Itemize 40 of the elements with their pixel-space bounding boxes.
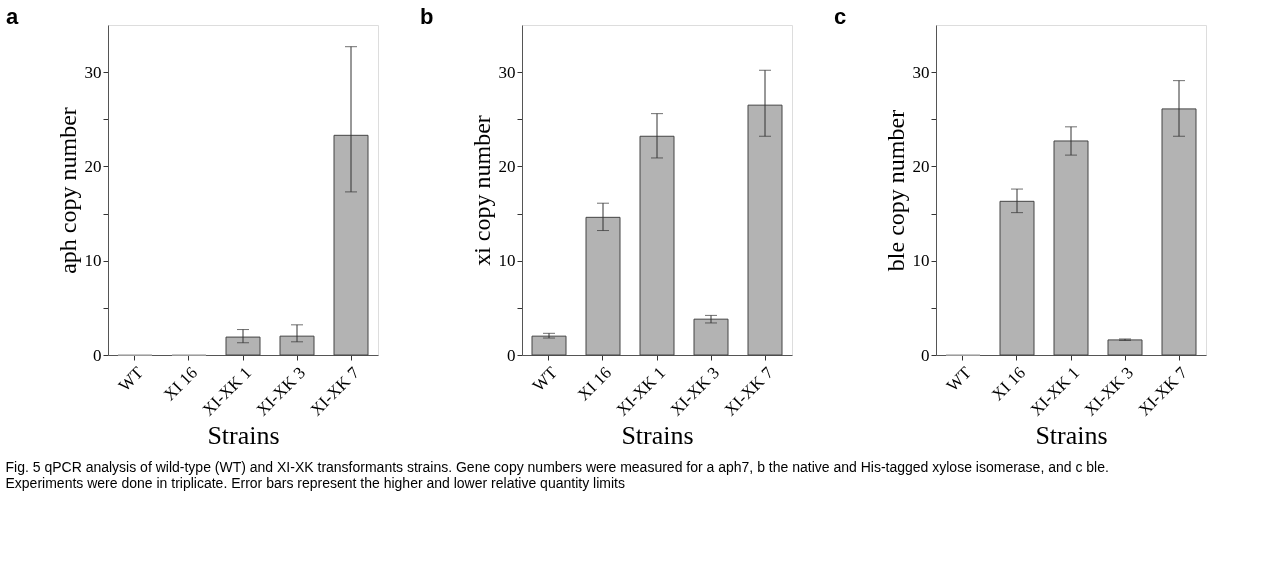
y-tick-label: 10 [912, 251, 930, 271]
bar [1107, 339, 1143, 356]
y-tick-label: 20 [498, 156, 516, 176]
y-tick-label: 20 [912, 156, 930, 176]
y-tick-label: 30 [84, 62, 102, 82]
caption: Fig. 5 qPCR analysis of wild-type (WT) and XI-XK transformants strains. Gene copy numbers were measured for a aph7, b the native and His-tagged xylose isomerase, and c ble. Experiments were done in triplicate. Error bars represent the higher and lower relative quantity limits [5, 458, 1109, 491]
bar [999, 200, 1035, 356]
y-tick-label: 0 [93, 345, 102, 365]
x-axis-title: Strains [621, 420, 694, 450]
chart-title: a [6, 4, 19, 29]
x-tick-label: WT [114, 362, 148, 396]
bar [693, 318, 729, 356]
bar [531, 335, 567, 356]
y-axis-title: xi copy number [468, 115, 495, 266]
bar [1053, 140, 1089, 356]
y-tick-label: 20 [84, 156, 102, 176]
y-tick-label: 0 [507, 345, 516, 365]
y-tick-label: 0 [921, 345, 930, 365]
y-tick-label: 30 [912, 62, 930, 82]
bar [639, 135, 675, 356]
chart-title: c [834, 4, 847, 29]
bar [333, 134, 369, 356]
bar [747, 104, 783, 356]
x-tick-label: WT [528, 362, 562, 396]
y-axis-title: ble copy number [882, 109, 909, 272]
x-tick-label: XI 16 [159, 363, 202, 405]
y-tick-label: 10 [84, 251, 102, 271]
x-tick-label: XI 16 [987, 363, 1030, 405]
x-axis-title: Strains [1035, 420, 1108, 450]
bar [225, 336, 261, 356]
y-tick-label: 10 [498, 251, 516, 271]
x-tick-label: XI 16 [573, 363, 616, 405]
x-axis-title: Strains [207, 420, 280, 450]
bar [585, 216, 621, 356]
bar [1161, 108, 1197, 356]
y-tick-label: 30 [498, 62, 516, 82]
y-axis-title: aph copy number [54, 107, 81, 274]
x-tick-label: WT [942, 362, 976, 396]
bar [279, 335, 315, 356]
chart-title: b [420, 4, 434, 29]
